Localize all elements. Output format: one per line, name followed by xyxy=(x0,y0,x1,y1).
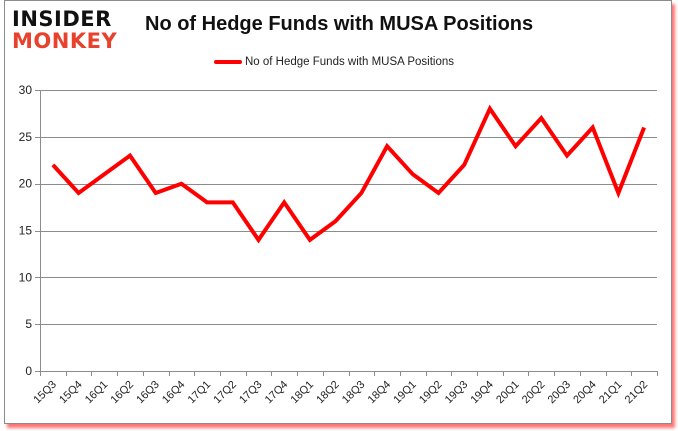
x-tick-label: 17Q4 xyxy=(263,379,291,407)
x-tick-label: 17Q3 xyxy=(237,379,265,407)
y-tick-label: 30 xyxy=(19,83,33,97)
logo-line-2: MONKEY xyxy=(12,29,118,53)
legend-line-swatch-icon xyxy=(214,60,242,64)
legend-label: No of Hedge Funds with MUSA Positions xyxy=(245,56,455,68)
x-tick-label: 19Q4 xyxy=(468,379,496,407)
series-line xyxy=(51,104,646,244)
x-tick-label: 18Q4 xyxy=(366,379,394,407)
x-tick-label: 17Q2 xyxy=(211,379,239,407)
x-tick-label: 16Q3 xyxy=(134,379,162,407)
x-tick-label: 17Q1 xyxy=(186,379,214,407)
y-axis-ticks: 0 5 10 15 20 25 30 xyxy=(19,83,33,378)
logo-line-1: INSIDER xyxy=(12,7,112,31)
x-tick-label: 16Q4 xyxy=(160,379,188,407)
y-tick-label: 5 xyxy=(25,317,32,331)
x-tick-label: 15Q3 xyxy=(31,379,59,407)
x-tick-label: 21Q1 xyxy=(597,379,625,407)
x-tick-label: 18Q3 xyxy=(340,379,368,407)
chart-legend: No of Hedge Funds with MUSA Positions xyxy=(214,53,454,71)
y-tick-label: 15 xyxy=(19,224,33,238)
x-tick-label: 18Q1 xyxy=(289,379,317,407)
x-tick-label: 21Q2 xyxy=(623,379,651,407)
x-tick-label: 20Q4 xyxy=(571,379,599,407)
x-tick-label: 20Q2 xyxy=(520,379,548,407)
y-tick-label: 10 xyxy=(19,270,33,284)
gridlines xyxy=(35,90,657,372)
x-tick-label: 19Q2 xyxy=(417,379,445,407)
chart-frame xyxy=(4,0,672,424)
x-tick-label: 20Q3 xyxy=(546,379,574,407)
x-tick-label: 19Q3 xyxy=(443,379,471,407)
x-tick-label: 16Q2 xyxy=(109,379,137,407)
x-tick-label: 16Q1 xyxy=(83,379,111,407)
x-tick-label: 15Q4 xyxy=(57,379,85,407)
y-tick-label: 0 xyxy=(25,364,32,378)
x-axis-ticks: 15Q315Q416Q116Q216Q316Q417Q117Q217Q317Q4… xyxy=(31,371,658,407)
y-tick-label: 20 xyxy=(19,177,33,191)
x-tick-label: 19Q1 xyxy=(391,379,419,407)
insider-monkey-logo: INSIDER MONKEY xyxy=(12,8,127,56)
chart-title: No of Hedge Funds with MUSA Positions xyxy=(145,13,534,35)
x-tick-label: 18Q2 xyxy=(314,379,342,407)
y-tick-label: 25 xyxy=(19,130,33,144)
x-tick-label: 20Q1 xyxy=(494,379,522,407)
